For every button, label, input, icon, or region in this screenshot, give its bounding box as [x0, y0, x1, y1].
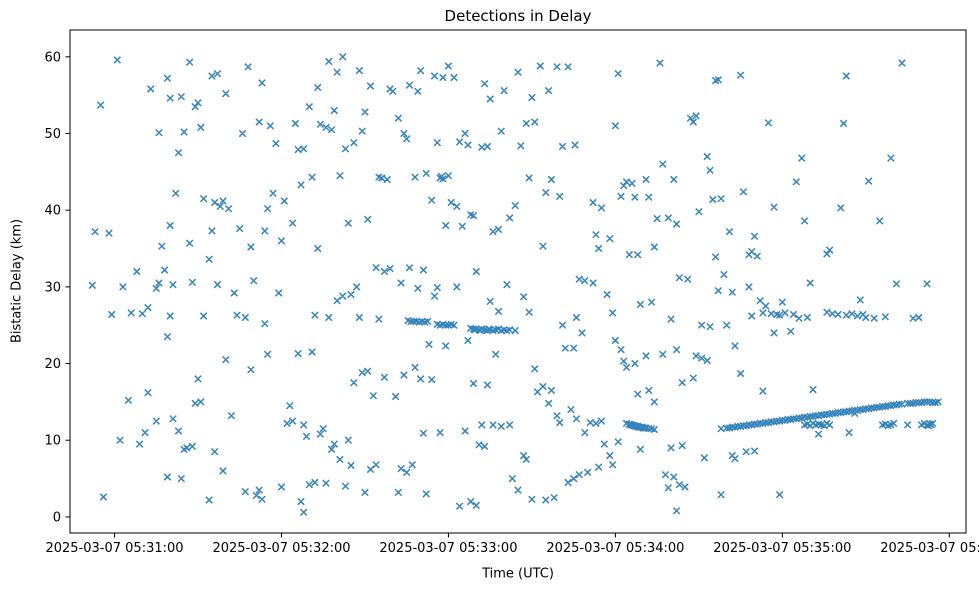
y-tick-label: 0 [53, 510, 61, 525]
y-axis-label: Bistatic Delay (km) [9, 218, 25, 344]
y-tick-label: 40 [44, 204, 61, 219]
x-tick-label: 2025-03-07 05:33:00 [379, 541, 517, 556]
plot-frame [69, 29, 967, 534]
y-tick-label: 30 [44, 280, 61, 295]
y-tick-label: 20 [44, 357, 61, 372]
x-tick-label: 2025-03-07 05:32:00 [212, 541, 350, 556]
chart-title: Detections in Delay [444, 7, 592, 25]
y-tick-label: 10 [44, 434, 61, 449]
scatter-points [88, 53, 942, 517]
x-tick-label: 2025-03-07 05:35:00 [713, 541, 851, 556]
x-tick-label: 2025-03-07 05:31:00 [45, 541, 183, 556]
x-tick-label: 2025-03-07 05:34:00 [546, 541, 684, 556]
x-axis-label: Time (UTC) [482, 566, 554, 582]
y-tick-label: 50 [44, 127, 61, 142]
y-tick-label: 60 [44, 50, 61, 65]
x-tick-label: 2025-03-07 05:36:00 [880, 541, 979, 556]
